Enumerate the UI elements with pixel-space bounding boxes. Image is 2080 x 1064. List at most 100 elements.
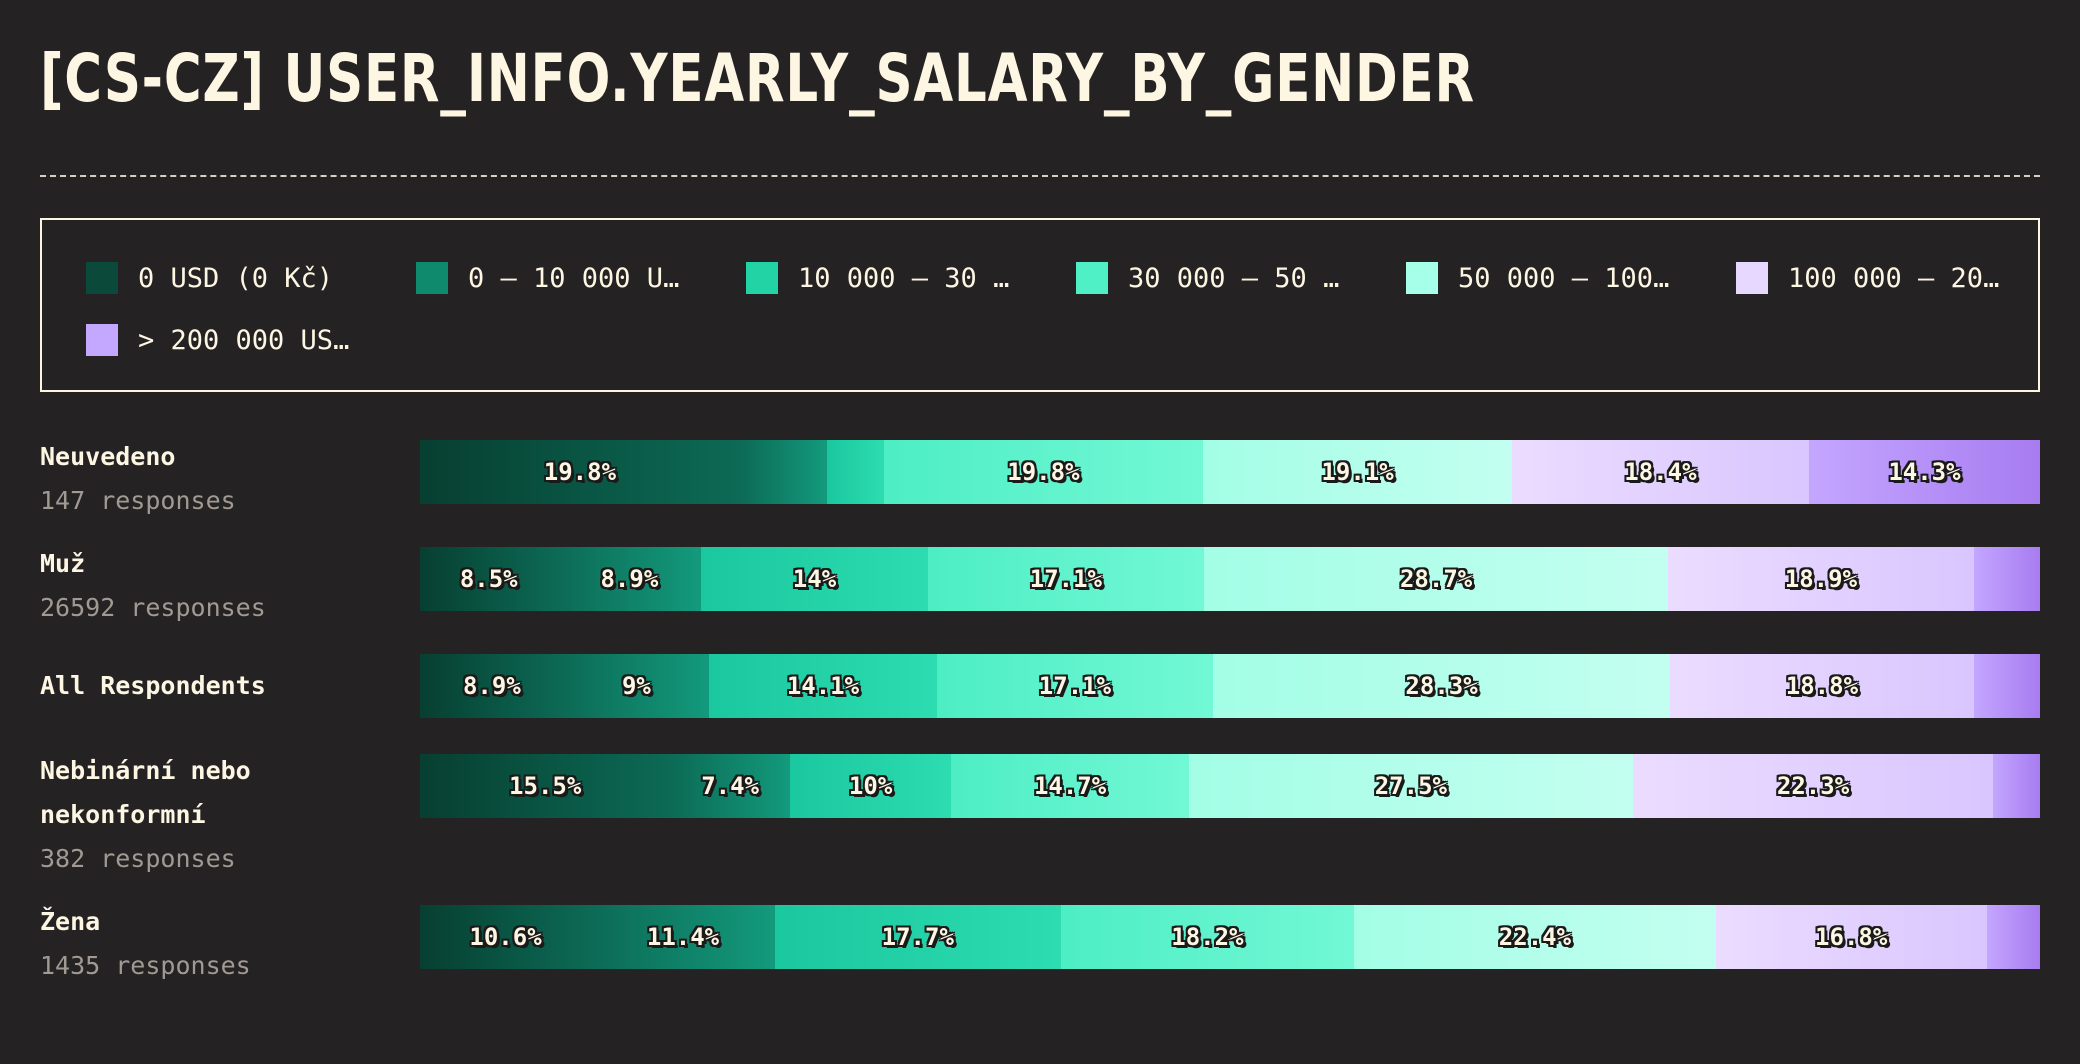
segment-value-label: 17.1%	[1038, 672, 1112, 700]
segment-value-label: 16.8%	[1815, 923, 1888, 951]
row-response-count: 147 responses	[40, 486, 236, 515]
bar-segment[interactable]: 7.4%	[670, 754, 790, 818]
bar-segment[interactable]: 15.5%	[420, 754, 671, 818]
segment-value-label: 22.4%	[1498, 923, 1572, 951]
row-label: Žena 1435 responses	[40, 900, 370, 988]
bar-segment[interactable]: 17.7%	[774, 905, 1061, 969]
bar-segment[interactable]: 18.2%	[1060, 905, 1355, 969]
bar-segment[interactable]: 14%	[701, 547, 928, 611]
segment-value-label: 19.8%	[543, 458, 617, 486]
segment-value-label: 14.1%	[786, 672, 860, 700]
segment-value-label: 10.6%	[469, 923, 542, 951]
row-name: Žena	[40, 907, 101, 936]
bar-segment[interactable]	[739, 440, 827, 504]
segment-value-label: 17.7%	[881, 923, 954, 951]
row-name: Neuvedeno	[40, 442, 176, 471]
bar-segment[interactable]: 27.5%	[1188, 754, 1633, 818]
bar-segment[interactable]: 8.9%	[420, 654, 564, 718]
legend-label: > 200 000 US…	[138, 324, 350, 356]
bar-segment[interactable]	[827, 440, 884, 504]
bar-segment[interactable]: 19.1%	[1203, 440, 1512, 504]
segment-value-label: 14.7%	[1033, 772, 1107, 800]
bar-segment[interactable]: 8.9%	[557, 547, 702, 611]
segment-value-label: 28.7%	[1399, 565, 1473, 593]
bar-segment[interactable]	[1973, 547, 2040, 611]
bar-segment[interactable]	[1986, 905, 2040, 969]
legend-swatch	[86, 262, 118, 294]
segment-value-label: 14.3%	[1888, 458, 1961, 486]
stacked-bar: 10.6% 11.4% 17.7% 18.2% 22.4% 16.8%	[420, 905, 2040, 969]
segment-value-label: 10%	[848, 772, 893, 800]
row-label: Neuvedeno 147 responses	[40, 435, 370, 523]
bar-segment[interactable]: 22.3%	[1632, 754, 1994, 818]
stacked-bar: 8.5% 8.9% 14% 17.1% 28.7% 18.9%	[420, 547, 2040, 611]
segment-value-label: 27.5%	[1374, 772, 1447, 800]
segment-value-label: 19.1%	[1321, 458, 1394, 486]
legend-label: 0 USD (0 Kč)	[138, 262, 334, 294]
segment-value-label: 18.4%	[1624, 458, 1697, 486]
bar-segment[interactable]: 14.1%	[709, 654, 937, 718]
bar-segment[interactable]	[1973, 654, 2040, 718]
row-name: All Respondents	[40, 671, 266, 700]
legend-label: 100 000 – 20…	[1788, 262, 2000, 294]
row-response-count: 382 responses	[40, 844, 236, 873]
legend-item[interactable]: 10 000 – 30 …	[746, 260, 1009, 296]
segment-value-label: 18.8%	[1785, 672, 1859, 700]
legend-item[interactable]: 0 USD (0 Kč)	[86, 260, 333, 296]
legend-item[interactable]: 30 000 – 50 …	[1076, 260, 1339, 296]
segment-value-label: 18.9%	[1784, 565, 1858, 593]
segment-value-label: 14%	[792, 565, 837, 593]
legend-swatch	[1076, 262, 1108, 294]
segment-value-label: 8.9%	[462, 672, 521, 700]
bar-segment[interactable]: 18.9%	[1668, 547, 1974, 611]
segment-value-label: 8.9%	[600, 565, 659, 593]
bar-segment[interactable]: 9%	[563, 654, 710, 718]
segment-value-label: 18.2%	[1171, 923, 1244, 951]
bar-segment[interactable]: 18.8%	[1670, 654, 1974, 718]
row-label: All Respondents	[40, 664, 370, 708]
legend-label: 30 000 – 50 …	[1128, 262, 1340, 294]
bar-segment[interactable]: 22.4%	[1354, 905, 1716, 969]
legend-item[interactable]: 50 000 – 100…	[1406, 260, 1669, 296]
bar-segment[interactable]: 18.4%	[1511, 440, 1809, 504]
bar-segment[interactable]: 17.1%	[927, 547, 1205, 611]
bar-segment[interactable]: 16.8%	[1715, 905, 1987, 969]
bar-segment[interactable]: 28.3%	[1213, 654, 1671, 718]
bar-segment[interactable]: 19.8%	[883, 440, 1204, 504]
segment-value-label: 9%	[621, 672, 651, 700]
row-name: Nebinární nebo nekonformní	[40, 756, 251, 829]
row-response-count: 1435 responses	[40, 951, 251, 980]
row-label: Muž 26592 responses	[40, 542, 370, 630]
bar-segment[interactable]: 14.7%	[951, 754, 1189, 818]
bar-segment[interactable]: 11.4%	[591, 905, 775, 969]
legend: 0 USD (0 Kč) 0 – 10 000 U… 10 000 – 30 … 30…	[40, 218, 2040, 392]
title-divider	[40, 175, 2040, 177]
legend-swatch	[1736, 262, 1768, 294]
legend-swatch	[746, 262, 778, 294]
legend-label: 0 – 10 000 U…	[468, 262, 680, 294]
bar-segment[interactable]: 19.8%	[420, 440, 740, 504]
segment-value-label: 15.5%	[509, 772, 582, 800]
bar-segment[interactable]: 10%	[789, 754, 952, 818]
segment-value-label: 17.1%	[1029, 565, 1102, 593]
row-response-count: 26592 responses	[40, 593, 266, 622]
segment-value-label: 7.4%	[701, 772, 759, 800]
legend-label: 50 000 – 100…	[1458, 262, 1670, 294]
bar-segment[interactable]: 10.6%	[420, 905, 592, 969]
bar-segment[interactable]	[1993, 754, 2040, 818]
bar-segment[interactable]: 17.1%	[936, 654, 1214, 718]
bar-segment[interactable]: 8.5%	[420, 547, 558, 611]
legend-swatch	[416, 262, 448, 294]
segment-value-label: 19.8%	[1007, 458, 1080, 486]
bar-segment[interactable]: 14.3%	[1808, 440, 2040, 504]
bar-segment[interactable]: 28.7%	[1204, 547, 1669, 611]
segment-value-label: 28.3%	[1405, 672, 1478, 700]
legend-item[interactable]: 100 000 – 20…	[1736, 260, 1999, 296]
legend-item[interactable]: 0 – 10 000 U…	[416, 260, 679, 296]
stacked-bar: 8.9% 9% 14.1% 17.1% 28.3% 18.8%	[420, 654, 2040, 718]
chart-title: [CS-CZ] USER_INFO.YEARLY_SALARY_BY_GENDE…	[40, 40, 1475, 117]
stacked-bar: 19.8% 19.8% 19.1% 18.4% 14.3%	[420, 440, 2040, 504]
segment-value-label: 8.5%	[459, 565, 518, 593]
legend-item[interactable]: > 200 000 US…	[86, 322, 349, 358]
legend-swatch	[86, 324, 118, 356]
